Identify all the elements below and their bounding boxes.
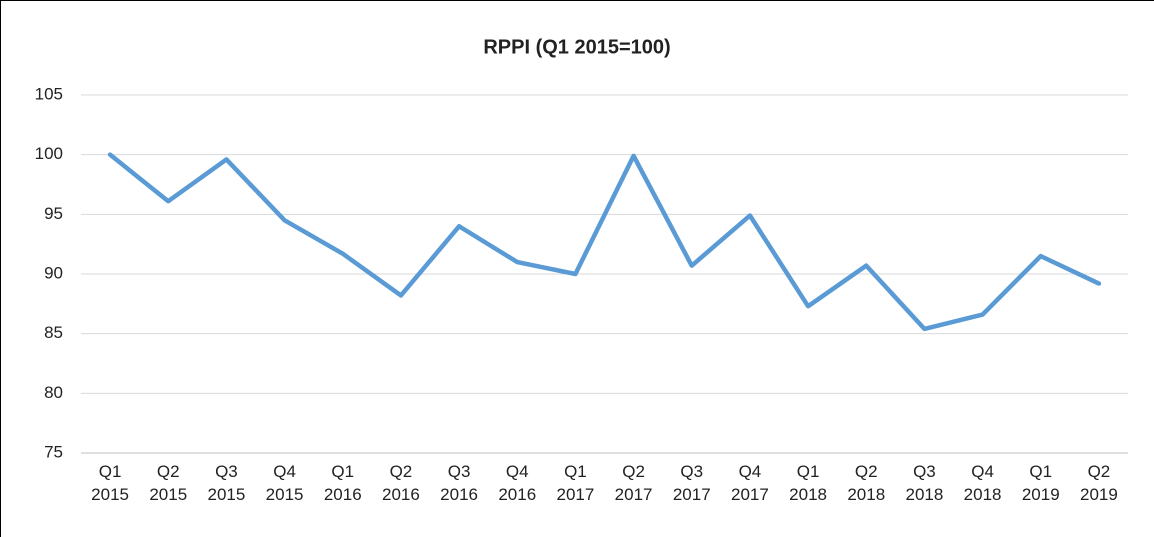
x-tick-label: Q3 2015: [208, 462, 246, 504]
y-tick-label: 105: [35, 84, 63, 103]
x-tick-label: Q4 2016: [498, 462, 536, 504]
x-tick-label: Q3 2016: [440, 462, 478, 504]
x-tick-label: Q2 2017: [615, 462, 653, 504]
x-tick-label: Q1 2015: [91, 462, 129, 504]
y-tick-label: 100: [35, 144, 63, 163]
y-tick-label: 75: [44, 442, 63, 461]
x-tick-label: Q3 2018: [906, 462, 944, 504]
x-tick-label: Q1 2018: [789, 462, 827, 504]
y-tick-label: 90: [44, 263, 63, 282]
x-tick-label: Q2 2016: [382, 462, 420, 504]
x-tick-label: Q1 2017: [557, 462, 595, 504]
x-tick-label: Q3 2017: [673, 462, 711, 504]
y-tick-label: 85: [44, 323, 63, 342]
x-tick-label: Q4 2017: [731, 462, 769, 504]
chart-title: RPPI (Q1 2015=100): [483, 36, 670, 58]
x-tick-label: Q2 2018: [847, 462, 885, 504]
x-tick-label: Q2 2015: [149, 462, 187, 504]
y-tick-label: 95: [44, 204, 63, 223]
y-tick-label: 80: [44, 383, 63, 402]
x-tick-label: Q1 2019: [1022, 462, 1060, 504]
x-tick-label: Q4 2015: [266, 462, 304, 504]
x-tick-label: Q1 2016: [324, 462, 362, 504]
x-tick-label: Q2 2019: [1080, 462, 1118, 504]
x-tick-label: Q4 2018: [964, 462, 1002, 504]
line: [107, 152, 1102, 332]
